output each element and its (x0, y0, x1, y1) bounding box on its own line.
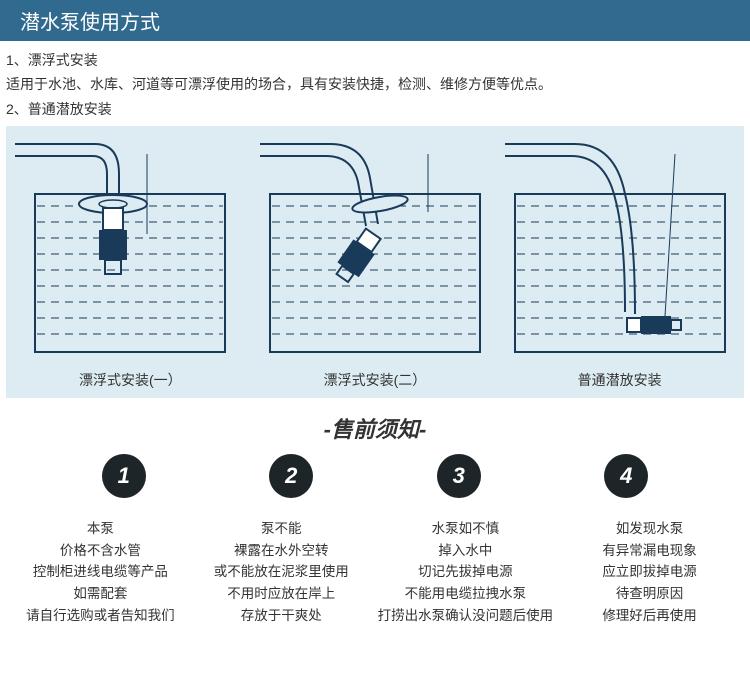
circle-2: 2 (269, 454, 313, 498)
header-bar: 潜水泵使用方式 (0, 0, 750, 41)
diagram-2-label: 漂浮式安装(二） (255, 370, 495, 390)
col3-line2: 掉入水中 (378, 540, 554, 562)
col2-line3: 或不能放在泥浆里使用 (197, 561, 366, 583)
col1-line2: 价格不含水管 (16, 540, 185, 562)
col3-line3: 切记先拔掉电源 (378, 561, 554, 583)
notice-col-3: 水泵如不慎 掉入水中 切记先拔掉电源 不能用电缆拉拽水泵 打捞出水泵确认没问题后… (372, 518, 560, 626)
circle-3: 3 (437, 454, 481, 498)
col4-line2: 有异常漏电现象 (565, 540, 734, 562)
intro-line-2: 适用于水池、水库、河道等可漂浮使用的场合，具有安装快捷，检测、维修方便等优点。 (6, 73, 744, 95)
col4-line4: 待查明原因 (565, 583, 734, 605)
col2-line5: 存放于干爽处 (197, 605, 366, 627)
col3-line4: 不能用电缆拉拽水泵 (378, 583, 554, 605)
diagram-1: 漂浮式安装(一） (10, 134, 250, 390)
col3-line5: 打捞出水泵确认没问题后使用 (378, 605, 554, 627)
col1-line3: 控制柜进线电缆等产品 (16, 561, 185, 583)
diagram-panel: 漂浮式安装(一） (6, 126, 744, 398)
diagram-3: 普通潜放安装 (500, 134, 740, 390)
notice-col-2: 泵不能 裸露在水外空转 或不能放在泥浆里使用 不用时应放在岸上 存放于干爽处 (191, 518, 372, 626)
col1-line1: 本泵 (16, 518, 185, 540)
circle-4: 4 (604, 454, 648, 498)
col3-line1: 水泵如不慎 (378, 518, 554, 540)
diagram-2: 漂浮式安装(二） (255, 134, 495, 390)
col1-line5: 请自行选购或者告知我们 (16, 605, 185, 627)
diagram-1-label: 漂浮式安装(一） (10, 370, 250, 390)
notice-number-circles: 1 2 3 4 (0, 454, 750, 498)
intro-line-3: 2、普通潜放安装 (6, 98, 744, 120)
intro-text: 1、漂浮式安装 适用于水池、水库、河道等可漂浮使用的场合，具有安装快捷，检测、维… (0, 41, 750, 124)
col2-line2: 裸露在水外空转 (197, 540, 366, 562)
intro-line-1: 1、漂浮式安装 (6, 49, 744, 71)
col2-line4: 不用时应放在岸上 (197, 583, 366, 605)
col4-line5: 修理好后再使用 (565, 605, 734, 627)
col4-line1: 如发现水泵 (565, 518, 734, 540)
col1-line4: 如需配套 (16, 583, 185, 605)
circle-1: 1 (102, 454, 146, 498)
col4-line3: 应立即拔掉电源 (565, 561, 734, 583)
notice-columns: 本泵 价格不含水管 控制柜进线电缆等产品 如需配套 请自行选购或者告知我们 泵不… (0, 518, 750, 626)
notice-col-1: 本泵 价格不含水管 控制柜进线电缆等产品 如需配套 请自行选购或者告知我们 (10, 518, 191, 626)
col2-line1: 泵不能 (197, 518, 366, 540)
diagram-3-label: 普通潜放安装 (500, 370, 740, 390)
notice-title: -售前须知- (0, 412, 750, 444)
notice-col-4: 如发现水泵 有异常漏电现象 应立即拔掉电源 待查明原因 修理好后再使用 (559, 518, 740, 626)
